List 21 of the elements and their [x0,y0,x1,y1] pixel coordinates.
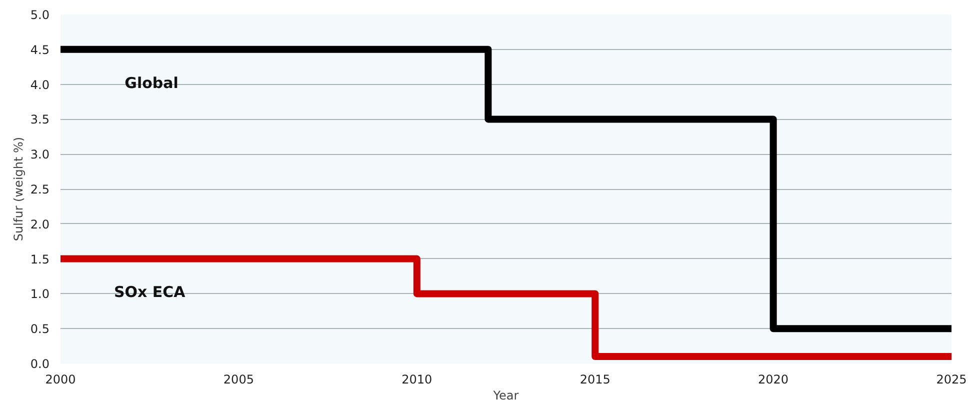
y-tick-label: 1.5 [30,252,50,266]
x-tick-label: 2015 [580,372,610,386]
y-tick-label: 0.5 [30,322,50,336]
x-axis-title: Year [492,388,519,402]
y-tick-label: 3.5 [30,112,50,127]
y-axis-title: Sulfur (weight %) [11,136,26,242]
series-label: Global [124,74,178,92]
y-tick-label: 2.0 [30,217,50,232]
x-tick-label: 2000 [45,372,76,386]
x-tick-label: 2020 [758,372,789,386]
x-tick-label: 2010 [402,372,432,386]
y-tick-label: 5.0 [30,8,50,22]
y-tick-label: 2.5 [30,182,50,196]
y-tick-label: 4.5 [30,42,50,57]
y-tick-label: 1.0 [30,287,50,302]
x-tick-label: 2005 [223,372,254,386]
y-tick-label: 3.0 [30,148,50,162]
y-tick-label: 0.0 [30,357,50,371]
y-tick-label: 4.0 [30,78,50,92]
series-label: SOx ECA [114,283,186,302]
x-tick-label: 2025 [936,372,967,386]
